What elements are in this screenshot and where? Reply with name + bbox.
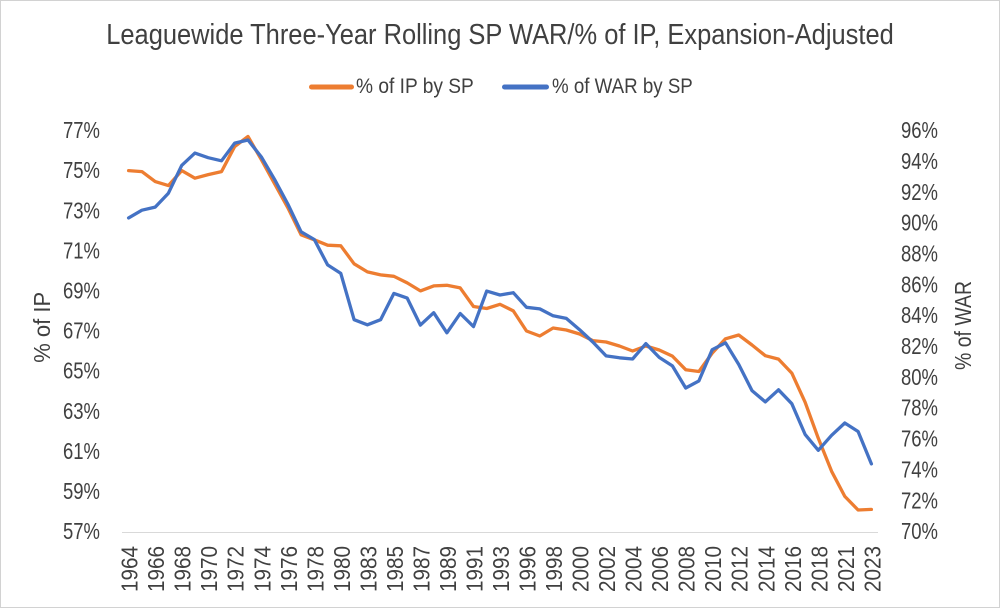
svg-text:1980: 1980	[329, 546, 355, 592]
svg-text:2006: 2006	[647, 546, 673, 592]
svg-text:1976: 1976	[276, 546, 302, 592]
svg-text:2000: 2000	[568, 546, 594, 592]
svg-text:71%: 71%	[63, 237, 100, 263]
svg-text:1985: 1985	[382, 546, 408, 592]
svg-text:2004: 2004	[621, 546, 647, 592]
svg-text:1964: 1964	[117, 546, 143, 592]
svg-text:2023: 2023	[859, 546, 885, 592]
svg-text:94%: 94%	[901, 148, 938, 174]
svg-text:% of WAR: % of WAR	[950, 281, 976, 370]
svg-text:63%: 63%	[63, 398, 100, 424]
svg-text:96%: 96%	[901, 117, 938, 143]
svg-text:1970: 1970	[196, 546, 222, 592]
svg-text:57%: 57%	[63, 518, 100, 544]
svg-text:2010: 2010	[700, 546, 726, 592]
svg-text:1998: 1998	[541, 546, 567, 592]
svg-text:82%: 82%	[901, 333, 938, 359]
svg-text:1991: 1991	[462, 546, 488, 592]
svg-text:80%: 80%	[901, 364, 938, 390]
svg-text:% of IP: % of IP	[29, 292, 55, 363]
svg-text:72%: 72%	[901, 487, 938, 513]
svg-text:1966: 1966	[143, 546, 169, 592]
svg-text:67%: 67%	[63, 318, 100, 344]
svg-text:70%: 70%	[901, 518, 938, 544]
svg-text:2018: 2018	[806, 546, 832, 592]
svg-text:86%: 86%	[901, 271, 938, 297]
svg-text:2002: 2002	[594, 546, 620, 592]
svg-text:78%: 78%	[901, 395, 938, 421]
svg-text:% of IP by SP: % of IP by SP	[356, 75, 474, 98]
svg-text:2021: 2021	[833, 546, 859, 592]
svg-text:2008: 2008	[674, 546, 700, 592]
svg-text:1987: 1987	[408, 546, 434, 592]
svg-text:59%: 59%	[63, 478, 100, 504]
svg-text:65%: 65%	[63, 358, 100, 384]
svg-text:1978: 1978	[302, 546, 328, 592]
svg-text:61%: 61%	[63, 438, 100, 464]
svg-text:% of WAR by SP: % of WAR by SP	[552, 75, 693, 98]
svg-text:90%: 90%	[901, 210, 938, 236]
svg-text:1993: 1993	[488, 546, 514, 592]
svg-text:2012: 2012	[727, 546, 753, 592]
svg-text:1974: 1974	[249, 546, 275, 592]
svg-text:92%: 92%	[901, 179, 938, 205]
svg-text:1968: 1968	[170, 546, 196, 592]
svg-text:73%: 73%	[63, 197, 100, 223]
svg-text:76%: 76%	[901, 426, 938, 452]
svg-text:74%: 74%	[901, 456, 938, 482]
svg-text:88%: 88%	[901, 241, 938, 267]
svg-text:77%: 77%	[63, 117, 100, 143]
svg-text:75%: 75%	[63, 157, 100, 183]
svg-text:1972: 1972	[223, 546, 249, 592]
svg-text:2016: 2016	[780, 546, 806, 592]
svg-text:69%: 69%	[63, 278, 100, 304]
svg-text:84%: 84%	[901, 302, 938, 328]
svg-text:Leaguewide Three-Year Rolling: Leaguewide Three-Year Rolling SP WAR/% o…	[106, 19, 894, 51]
svg-text:1989: 1989	[435, 546, 461, 592]
svg-text:2014: 2014	[753, 546, 779, 592]
svg-text:1996: 1996	[515, 546, 541, 592]
svg-text:1983: 1983	[355, 546, 381, 592]
